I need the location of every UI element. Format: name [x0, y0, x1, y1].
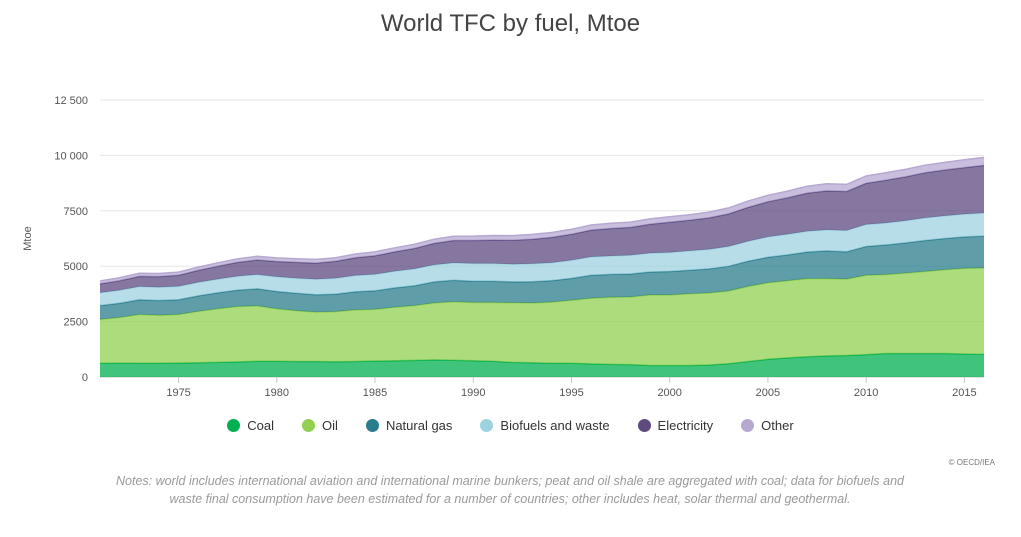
stacked-areas	[99, 156, 985, 378]
legend-item-coal[interactable]: Coal	[227, 418, 274, 433]
legend-swatch	[302, 419, 316, 432]
series-area-biofuels-and-waste[interactable]	[100, 213, 984, 306]
x-tick-label: 1995	[559, 387, 583, 399]
series-area-coal[interactable]	[100, 353, 984, 378]
legend-item-natural-gas[interactable]: Natural gas	[365, 418, 453, 433]
legend-label: Biofuels and waste	[500, 418, 610, 433]
x-tick-label: 2000	[657, 387, 681, 399]
x-tick-label: 2005	[756, 387, 780, 399]
legend-swatch	[365, 419, 379, 432]
legend-label: Natural gas	[385, 418, 453, 433]
y-tick-label: 0	[82, 372, 88, 384]
series-line-other	[99, 156, 985, 282]
legend-item-biofuels-and-waste[interactable]: Biofuels and waste	[480, 418, 610, 433]
y-axis-title: Mtoe	[22, 226, 34, 250]
y-tick-label: 7500	[64, 206, 88, 218]
y-tick-label: 5000	[64, 261, 88, 273]
series-area-natural-gas[interactable]	[100, 236, 984, 320]
y-tick-label: 2500	[64, 317, 88, 329]
x-tick-label: 2015	[952, 387, 976, 399]
series-area-other[interactable]	[100, 157, 984, 284]
x-tick-label: 1990	[461, 387, 485, 399]
x-tick-label: 1980	[265, 387, 289, 399]
y-tick-label: 10 000	[54, 150, 88, 162]
legend-swatch	[480, 419, 494, 432]
x-tick-label: 1975	[166, 387, 190, 399]
legend-swatch	[227, 419, 241, 432]
x-axis-ticks: 1975 1980 1985 1990 1995 2000 2005 2010 2015	[166, 377, 977, 399]
legend-item-electricity[interactable]: Electricity	[637, 418, 714, 433]
legend-label: Coal	[247, 418, 275, 433]
x-tick-label: 2010	[854, 387, 878, 399]
y-tick-label: 12 500	[54, 95, 88, 107]
legend-swatch	[741, 419, 755, 432]
y-axis-ticks: 0 2500 5000 7500 10 000 12 500	[54, 95, 88, 384]
chart-title: World TFC by fuel, Mtoe	[380, 10, 641, 37]
series-area-electricity[interactable]	[100, 165, 984, 293]
legend-item-oil[interactable]: Oil	[302, 418, 338, 433]
legend-item-other[interactable]: Other	[741, 418, 794, 433]
credit-text: © OECD/IEA	[948, 458, 995, 467]
chart-notes: Notes: world includes international avia…	[116, 474, 904, 506]
x-tick-label: 1985	[363, 387, 387, 399]
series-area-oil[interactable]	[100, 268, 984, 366]
legend: Coal Oil Natural gas Biofuels and waste Elec…	[0, 418, 1021, 433]
legend-label: Oil	[322, 418, 338, 433]
legend-label: Electricity	[657, 418, 714, 433]
legend-label: Other	[761, 418, 794, 433]
legend-swatch	[637, 419, 651, 432]
